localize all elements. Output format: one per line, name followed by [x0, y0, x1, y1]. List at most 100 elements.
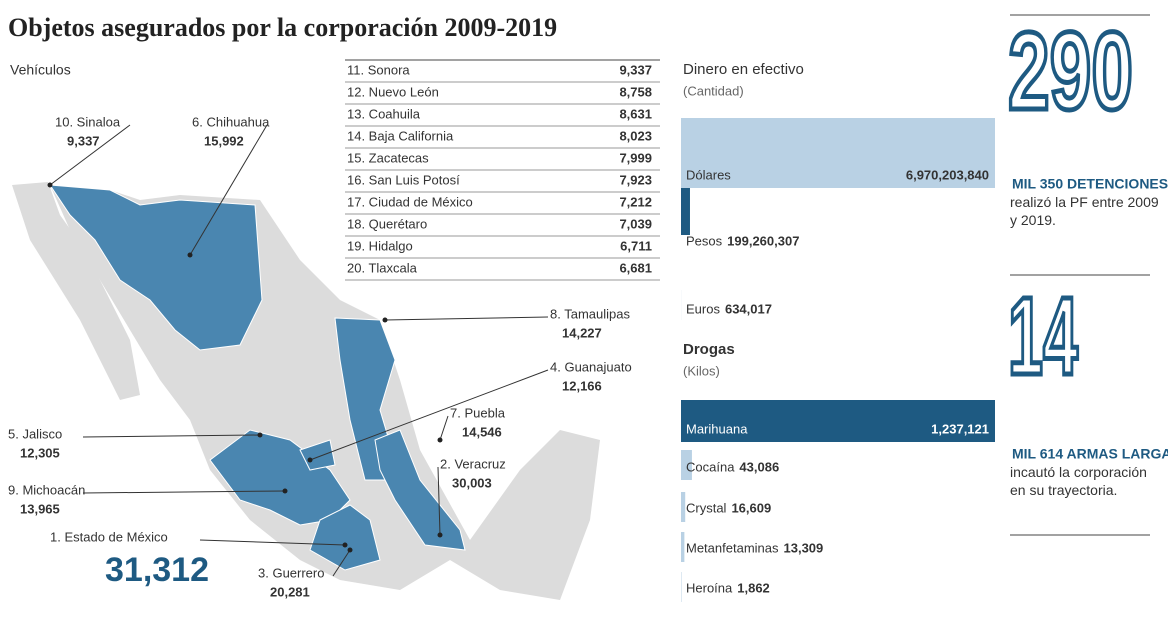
table-name: 17. Ciudad de México	[347, 194, 473, 209]
table-name: 15. Zacatecas	[347, 150, 429, 165]
stat-number: 14	[1008, 275, 1078, 398]
map-label-value: 9,337	[67, 133, 100, 148]
stat-text-box: realizó la PF entre 2009 y 2019.	[1010, 194, 1159, 228]
map-region	[12, 182, 140, 400]
map-label-name: 9. Michoacán	[8, 482, 85, 497]
vehicles-label: Vehículos	[10, 62, 71, 78]
leader	[439, 415, 449, 441]
map-label-value: 12,305	[20, 445, 60, 460]
bar-category: Heroína	[686, 580, 733, 595]
leader	[82, 434, 261, 438]
bar-category: Cocaína	[686, 459, 735, 474]
leader-dot	[282, 488, 288, 494]
map-label-value: 30,003	[452, 475, 492, 490]
table-value: 6,681	[619, 260, 652, 275]
leader	[189, 124, 268, 256]
table-value: 8,023	[619, 128, 652, 143]
bar-value-label: 634,017	[725, 301, 772, 316]
leader-dot	[187, 252, 193, 258]
leader-dot	[257, 432, 263, 438]
chart-title: Drogas	[683, 341, 735, 358]
map-label-name: 7. Puebla	[450, 405, 506, 420]
leader-dot	[47, 182, 53, 188]
table-value: 8,758	[619, 84, 652, 99]
bar-value-label: 43,086	[739, 459, 779, 474]
bar	[681, 450, 692, 480]
chart-subtitle: (Cantidad)	[683, 83, 744, 98]
map-region	[49, 184, 263, 351]
leader-dot	[342, 542, 348, 548]
table-value: 8,631	[619, 106, 652, 121]
map-label-name: 3. Guerrero	[258, 565, 324, 580]
table-name: 12. Nuevo León	[347, 84, 439, 99]
leader-dot	[437, 532, 443, 538]
bar-value-label: 6,970,203,840	[906, 167, 989, 182]
table-name: 11. Sonora	[347, 62, 410, 77]
map-label-name: 4. Guanajuato	[550, 359, 632, 374]
bar-value-label: 16,609	[731, 500, 771, 515]
map-label-name: 10. Sinaloa	[55, 114, 121, 129]
table-value: 7,212	[619, 194, 652, 209]
table-value: 9,337	[619, 62, 652, 77]
map-label-value: 15,992	[204, 133, 244, 148]
bar-value-label: 13,309	[784, 540, 824, 555]
bar-value-label: 1,237,121	[931, 421, 989, 436]
table-value: 7,999	[619, 150, 652, 165]
leader	[437, 466, 441, 536]
bar	[681, 188, 690, 235]
leader	[309, 369, 549, 461]
map-label-name: 6. Chihuahua	[192, 114, 270, 129]
map-label-value: 14,546	[462, 424, 502, 439]
map-label-name: 5. Jalisco	[8, 426, 62, 441]
leader-dot	[382, 317, 388, 323]
stat-text: realizó la PF entre 2009 y 2019.	[1010, 194, 1159, 228]
map	[12, 182, 600, 600]
bar-category: Pesos	[686, 233, 723, 248]
stat-text: incautó la corporación en su trayectoria…	[1010, 464, 1147, 498]
leader	[199, 539, 346, 546]
table-value: 7,923	[619, 172, 652, 187]
bar-value-label: 199,260,307	[727, 233, 799, 248]
bar-value-label: 1,862	[737, 580, 770, 595]
bar-category: Marihuana	[686, 421, 748, 436]
bar-category: Euros	[686, 301, 720, 316]
title: Objetos asegurados por la corporación 20…	[8, 13, 557, 42]
map-label-name: 1. Estado de México	[50, 529, 168, 544]
bar	[681, 532, 685, 562]
leader-dot	[307, 457, 313, 463]
stat-text-box: incautó la corporación en su trayectoria…	[1010, 464, 1147, 498]
stat-bold: MIL 614 ARMAS LARGAS	[1012, 446, 1168, 462]
leader	[49, 124, 131, 186]
map-label-value: 12,166	[562, 378, 602, 393]
map-label-value: 20,281	[270, 584, 310, 599]
map-label-value: 13,965	[20, 501, 60, 516]
bar	[681, 492, 686, 522]
map-label-name: 2. Veracruz	[440, 456, 506, 471]
table-value: 6,711	[620, 238, 652, 253]
leader-dot	[437, 437, 443, 443]
stat-number: 290	[1008, 10, 1133, 133]
table-name: 20. Tlaxcala	[347, 260, 418, 275]
stat-bold: MIL 350 DETENCIONES	[1012, 176, 1168, 192]
map-label-name: 8. Tamaulipas	[550, 306, 630, 321]
table-value: 7,039	[619, 216, 652, 231]
table-name: 18. Querétaro	[347, 216, 427, 231]
leader	[332, 549, 351, 577]
table-name: 19. Hidalgo	[347, 238, 413, 253]
bar-category: Dólares	[686, 167, 731, 182]
chart-title: Dinero en efectivo	[683, 61, 804, 78]
bar	[681, 118, 995, 188]
leader-dot	[347, 547, 353, 553]
bar-category: Crystal	[686, 500, 727, 515]
leader	[82, 490, 286, 494]
table-name: 13. Coahuila	[347, 106, 421, 121]
table-name: 16. San Luis Potosí	[347, 172, 460, 187]
bar	[681, 400, 995, 442]
map-region	[299, 429, 466, 571]
map-label-value: 31,312	[105, 551, 209, 589]
leader	[384, 316, 549, 321]
chart-subtitle: (Kilos)	[683, 363, 720, 378]
table-name: 14. Baja California	[347, 128, 454, 143]
bar-category: Metanfetaminas	[686, 540, 779, 555]
